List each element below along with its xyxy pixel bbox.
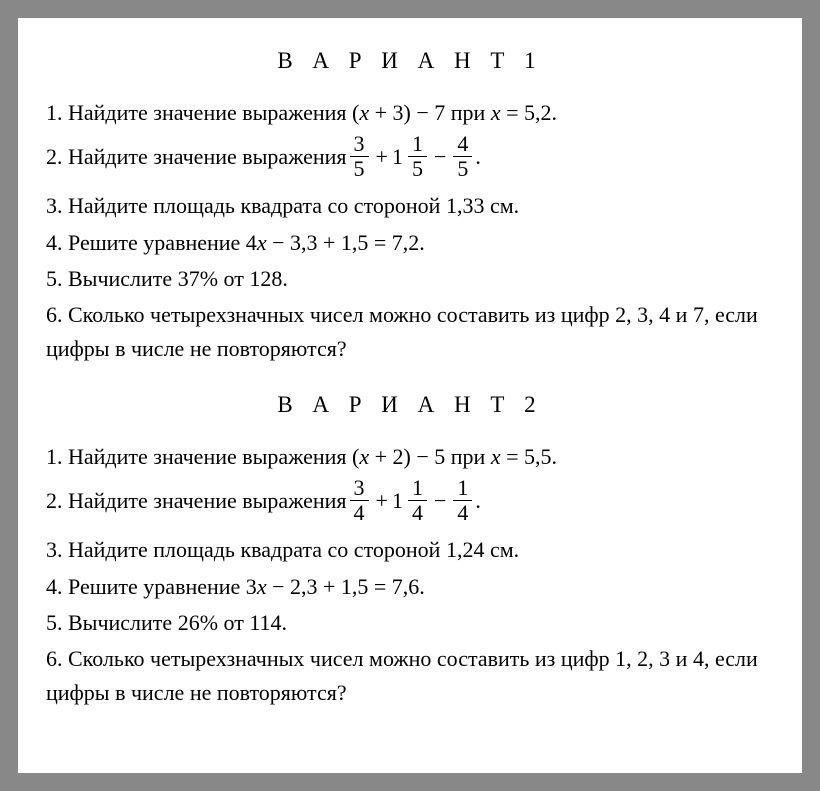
- text: + 2) − 5 при: [369, 444, 491, 469]
- v2-problem-2: 2. Найдите значение выражения 3 4 + 1 1 …: [46, 476, 774, 525]
- text: 4. Решите уравнение 4: [46, 230, 257, 255]
- v1-problem-2: 2. Найдите значение выражения 3 5 + 1 1 …: [46, 132, 774, 181]
- text: 2. Найдите значение выражения: [46, 144, 347, 170]
- operator: +: [376, 144, 388, 170]
- fraction: 4 5: [453, 132, 472, 181]
- denominator: 4: [453, 501, 472, 525]
- variable-x: x: [257, 230, 267, 255]
- v2-problem-6: 6. Сколько четырехзначных чисел можно со…: [46, 642, 774, 710]
- variable-x: x: [257, 574, 267, 599]
- variable-x: x: [491, 444, 501, 469]
- text: .: [475, 488, 481, 514]
- denominator: 5: [453, 157, 472, 181]
- fraction: 3 4: [350, 476, 369, 525]
- text: − 2,3 + 1,5 = 7,6.: [267, 574, 425, 599]
- variable-x: x: [491, 100, 501, 125]
- whole-part: 1: [392, 144, 403, 170]
- numerator: 3: [350, 476, 369, 501]
- variant-2-title: В А Р И А Н Т 2: [46, 392, 774, 418]
- mixed-fraction: 1 1 4: [392, 476, 430, 525]
- text: 2. Найдите значение выражения: [46, 488, 347, 514]
- text: 4. Решите уравнение 3: [46, 574, 257, 599]
- numerator: 1: [408, 476, 427, 501]
- v1-problem-1: 1. Найдите значение выражения (x + 3) − …: [46, 96, 774, 130]
- v2-problem-1: 1. Найдите значение выражения (x + 2) − …: [46, 440, 774, 474]
- variable-x: x: [359, 100, 369, 125]
- text: 1. Найдите значение выражения (: [46, 100, 359, 125]
- text: .: [475, 144, 481, 170]
- numerator: 1: [453, 476, 472, 501]
- v1-problem-6: 6. Сколько четырехзначных чисел можно со…: [46, 298, 774, 366]
- text: 1. Найдите значение выражения (: [46, 444, 359, 469]
- fraction: 1 5: [408, 132, 427, 181]
- text: − 3,3 + 1,5 = 7,2.: [267, 230, 425, 255]
- numerator: 1: [408, 132, 427, 157]
- v2-problem-3: 3. Найдите площадь квадрата со стороной …: [46, 533, 774, 567]
- variable-x: x: [359, 444, 369, 469]
- denominator: 4: [408, 501, 427, 525]
- v1-problem-3: 3. Найдите площадь квадрата со стороной …: [46, 189, 774, 223]
- fraction: 1 4: [453, 476, 472, 525]
- text: = 5,2.: [501, 100, 557, 125]
- numerator: 3: [350, 132, 369, 157]
- v2-problem-4: 4. Решите уравнение 3x − 2,3 + 1,5 = 7,6…: [46, 570, 774, 604]
- operator: +: [376, 488, 388, 514]
- denominator: 4: [350, 501, 369, 525]
- worksheet-page: В А Р И А Н Т 1 1. Найдите значение выра…: [18, 18, 802, 773]
- v1-problem-5: 5. Вычислите 37% от 128.: [46, 262, 774, 296]
- denominator: 5: [408, 157, 427, 181]
- v1-problem-4: 4. Решите уравнение 4x − 3,3 + 1,5 = 7,2…: [46, 226, 774, 260]
- numerator: 4: [453, 132, 472, 157]
- denominator: 5: [350, 157, 369, 181]
- variant-1-title: В А Р И А Н Т 1: [46, 48, 774, 74]
- text: = 5,5.: [501, 444, 557, 469]
- text: + 3) − 7 при: [369, 100, 491, 125]
- fraction: 3 5: [350, 132, 369, 181]
- operator: −: [434, 144, 446, 170]
- mixed-fraction: 1 1 5: [392, 132, 430, 181]
- operator: −: [434, 488, 446, 514]
- whole-part: 1: [392, 488, 403, 514]
- fraction: 1 4: [408, 476, 427, 525]
- v2-problem-5: 5. Вычислите 26% от 114.: [46, 606, 774, 640]
